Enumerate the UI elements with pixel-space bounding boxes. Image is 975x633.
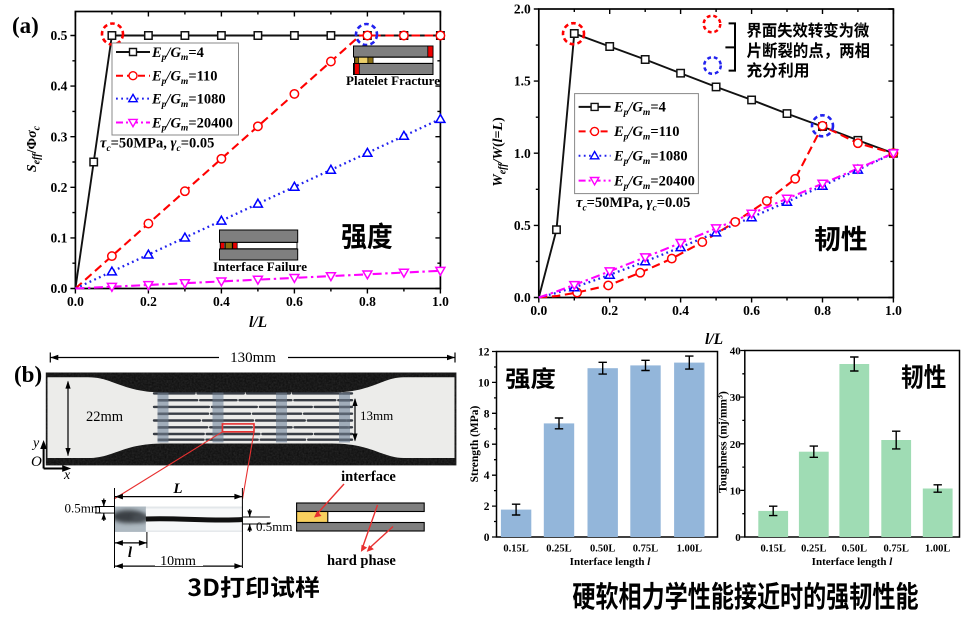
svg-text:0.25L: 0.25L [546, 544, 571, 555]
svg-text:0.4: 0.4 [672, 303, 689, 318]
svg-text:O: O [31, 454, 42, 470]
svg-text:0.4: 0.4 [213, 294, 230, 309]
svg-text:0.5mm: 0.5mm [256, 519, 292, 534]
svg-text:0: 0 [735, 532, 741, 544]
svg-text:0: 0 [484, 532, 490, 544]
svg-text:0.5mm: 0.5mm [65, 501, 101, 516]
svg-text:0.0: 0.0 [514, 290, 531, 305]
svg-text:τc=50MPa, γc=0.05: τc=50MPa, γc=0.05 [576, 195, 690, 213]
svg-text:2: 2 [484, 501, 490, 513]
svg-text:10mm: 10mm [160, 554, 196, 569]
svg-text:Strength (MPa): Strength (MPa) [469, 405, 481, 482]
svg-text:Ep/Gm=20400: Ep/Gm=20400 [151, 115, 233, 133]
svg-text:Ep/Gm=110: Ep/Gm=110 [613, 124, 680, 142]
svg-text:0.5: 0.5 [514, 218, 531, 233]
svg-text:1.0: 1.0 [885, 303, 902, 318]
svg-text:0.5: 0.5 [51, 28, 68, 43]
svg-text:y: y [31, 436, 40, 451]
svg-text:0.2: 0.2 [140, 294, 157, 309]
svg-text:6: 6 [484, 439, 490, 451]
svg-text:1.00L: 1.00L [925, 544, 950, 555]
svg-text:0.8: 0.8 [814, 303, 831, 318]
svg-text:1.0: 1.0 [432, 294, 449, 309]
svg-text:13mm: 13mm [360, 408, 393, 423]
svg-text:Interface length l: Interface length l [812, 556, 894, 568]
svg-text:interface: interface [341, 469, 396, 485]
svg-text:l: l [128, 545, 133, 561]
svg-text:x: x [63, 468, 71, 483]
svg-text:Weff/W(l=L): Weff/W(l=L) [491, 117, 509, 187]
svg-text:12: 12 [478, 347, 490, 359]
svg-text:l/L: l/L [249, 314, 267, 331]
svg-text:Interface Failure: Interface Failure [213, 259, 307, 274]
svg-text:0.4: 0.4 [51, 79, 68, 94]
svg-text:1.0: 1.0 [514, 146, 531, 161]
svg-text:0.6: 0.6 [743, 303, 760, 318]
svg-text:0.15L: 0.15L [503, 544, 528, 555]
svg-text:0.0: 0.0 [51, 281, 68, 296]
svg-text:Ep/Gm=4: Ep/Gm=4 [613, 100, 666, 118]
svg-text:0.6: 0.6 [286, 294, 303, 309]
svg-text:8: 8 [484, 408, 490, 420]
svg-text:30: 30 [730, 392, 742, 404]
svg-text:0.0: 0.0 [67, 294, 84, 309]
svg-text:(b): (b) [14, 362, 42, 387]
svg-text:4: 4 [484, 470, 490, 482]
svg-text:l/L: l/L [705, 331, 723, 348]
svg-text:Ep/Gm=4: Ep/Gm=4 [151, 45, 204, 63]
svg-text:Ep/Gm=1080: Ep/Gm=1080 [613, 149, 688, 167]
svg-text:0.15L: 0.15L [761, 544, 786, 555]
svg-text:10: 10 [478, 377, 490, 389]
svg-text:Interface length l: Interface length l [570, 556, 652, 568]
svg-text:0.1: 0.1 [51, 231, 68, 246]
svg-text:2.0: 2.0 [514, 2, 531, 17]
svg-text:hard phase: hard phase [327, 553, 396, 569]
svg-text:τc=50MPa, γc=0.05: τc=50MPa, γc=0.05 [100, 136, 214, 154]
svg-text:(a): (a) [12, 13, 39, 38]
svg-text:0.50L: 0.50L [842, 544, 867, 555]
svg-text:22mm: 22mm [86, 409, 124, 425]
svg-text:Seff/Φσc: Seff/Φσc [25, 125, 43, 172]
svg-text:0.0: 0.0 [530, 303, 547, 318]
svg-text:0.3: 0.3 [51, 129, 68, 144]
svg-text:0.50L: 0.50L [590, 544, 615, 555]
svg-text:0.2: 0.2 [51, 180, 68, 195]
svg-text:0.8: 0.8 [359, 294, 376, 309]
svg-text:40: 40 [730, 346, 742, 358]
svg-text:Toughness (mj/mm3): Toughness (mj/mm3) [716, 391, 730, 493]
svg-text:0.25L: 0.25L [801, 544, 826, 555]
svg-text:Platelet Fracture: Platelet Fracture [346, 73, 440, 88]
svg-text:L: L [172, 481, 182, 497]
svg-text:1.5: 1.5 [514, 74, 531, 89]
svg-text:0.2: 0.2 [601, 303, 618, 318]
svg-text:1.00L: 1.00L [677, 544, 702, 555]
svg-text:Ep/Gm=20400: Ep/Gm=20400 [613, 173, 695, 191]
svg-text:Ep/Gm=110: Ep/Gm=110 [151, 69, 218, 87]
svg-text:0.75L: 0.75L [633, 544, 658, 555]
svg-text:0.75L: 0.75L [884, 544, 909, 555]
svg-text:10: 10 [730, 485, 742, 497]
svg-text:130mm: 130mm [230, 350, 276, 366]
svg-text:Ep/Gm=1080: Ep/Gm=1080 [151, 91, 226, 109]
svg-text:20: 20 [730, 439, 742, 451]
